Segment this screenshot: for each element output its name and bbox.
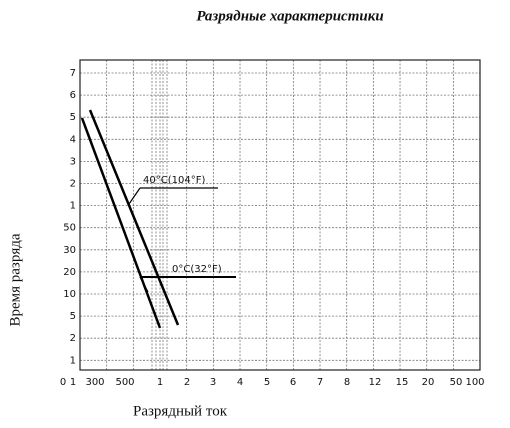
leader-40c-tick	[128, 187, 141, 205]
x-axis-title: Разрядный ток	[133, 403, 228, 419]
x-tick-label: 8	[344, 377, 350, 388]
y-tick-label: 10	[63, 289, 76, 300]
y-tick-label: 1	[70, 201, 76, 212]
x-tick-label: 20	[422, 377, 435, 388]
x-tick-label: 1	[157, 377, 163, 388]
x-tick-label: 2	[184, 377, 190, 388]
curve-0c	[80, 117, 162, 329]
x-tick-label: 5	[264, 377, 270, 388]
y-tick-label: 50	[63, 223, 76, 234]
y-tick-label: 6	[70, 90, 76, 101]
y-tick-label: 3	[70, 156, 76, 167]
x-tick-label: 100	[465, 377, 484, 388]
x-tick-label: 300	[85, 377, 104, 388]
y-tick-label: 20	[63, 267, 76, 278]
y-axis-title: Время разряда	[7, 233, 23, 326]
x-tick-label: 3	[210, 377, 216, 388]
x-tick-label: 7	[317, 377, 323, 388]
curve-40c	[88, 109, 180, 326]
y-tick-label: 2	[70, 179, 76, 190]
y-tick-label: 5	[70, 311, 76, 322]
x-tick-label: 4	[237, 377, 243, 388]
y-tick-label: 5	[70, 112, 76, 123]
x-tick-label: 12	[369, 377, 382, 388]
chart-title: Разрядные характеристики	[196, 8, 383, 24]
x-tick-label: 6	[290, 377, 296, 388]
leader-0c-tick	[139, 276, 149, 293]
x-tick-label: 0	[60, 377, 66, 388]
y-tick-label: 7	[70, 68, 76, 79]
x-tick-label: 500	[115, 377, 134, 388]
annotation: 0°C(32°F)	[172, 264, 222, 275]
y-tick-label: 1	[70, 355, 76, 366]
x-tick-label: 15	[396, 377, 409, 388]
y-tick-label: 30	[63, 245, 76, 256]
x-tick-label: 50	[450, 377, 463, 388]
grid	[80, 60, 480, 370]
annotation: 40°C(104°F)	[143, 175, 205, 186]
x-tick-label: 1	[70, 377, 76, 388]
y-tick-label: 4	[70, 134, 76, 145]
y-tick-label: 2	[70, 333, 76, 344]
plot-frame	[79, 59, 481, 371]
